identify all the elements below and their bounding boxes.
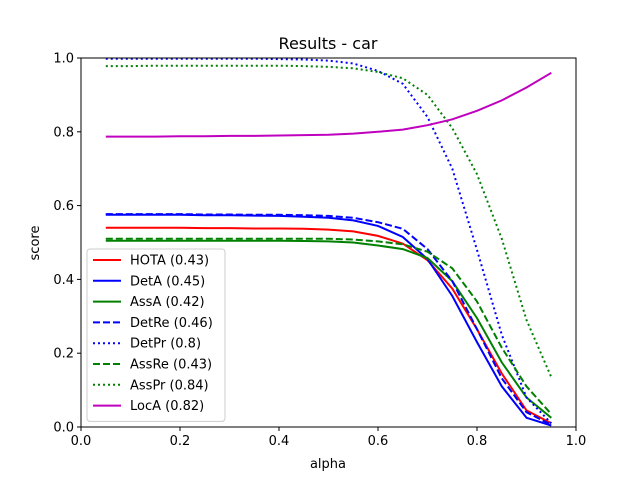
legend-label: LocA (0.82) <box>130 399 204 414</box>
plot-lines <box>105 57 553 427</box>
y-tick-label: 0.0 <box>53 421 74 436</box>
x-axis-label: alpha <box>310 457 346 472</box>
y-axis-label: score <box>28 226 43 261</box>
y-tick-label: 0.8 <box>53 125 74 140</box>
legend: HOTA (0.43) DetA (0.45) AssA (0.42) DetRe (… <box>86 248 226 422</box>
y-tick-label: 0.2 <box>53 347 74 362</box>
legend-box <box>86 248 226 422</box>
x-tick-label: 1.0 <box>566 434 587 449</box>
series-line-2 <box>105 239 552 419</box>
legend-label: AssPr (0.84) <box>130 378 209 393</box>
series-line-6 <box>105 64 553 378</box>
series-line-4 <box>105 57 553 424</box>
legend-label: HOTA (0.43) <box>130 254 209 269</box>
series-line-5 <box>105 237 553 415</box>
x-tick-label: 0.0 <box>71 434 92 449</box>
y-axis-ticks: 0.0 0.2 0.4 0.6 0.8 1.0 <box>53 52 81 436</box>
legend-label: AssRe (0.43) <box>130 358 212 373</box>
legend-label: DetPr (0.8) <box>130 337 201 352</box>
x-tick-label: 0.6 <box>368 434 389 449</box>
series-line-7 <box>105 71 552 138</box>
x-tick-label: 0.4 <box>269 434 290 449</box>
legend-label: DetRe (0.46) <box>130 316 213 331</box>
series-line-3 <box>105 213 552 426</box>
chart-title: Results - car <box>279 34 378 53</box>
x-tick-label: 0.2 <box>170 434 191 449</box>
plot-frame <box>80 57 577 428</box>
legend-label: AssA (0.42) <box>130 295 205 310</box>
y-tick-label: 0.6 <box>53 199 74 214</box>
legend-label: DetA (0.45) <box>130 274 205 289</box>
x-tick-label: 0.8 <box>467 434 488 449</box>
y-tick-label: 1.0 <box>53 52 74 67</box>
x-axis-ticks: 0.0 0.2 0.4 0.6 0.8 1.0 <box>71 427 587 449</box>
y-tick-label: 0.4 <box>53 273 74 288</box>
